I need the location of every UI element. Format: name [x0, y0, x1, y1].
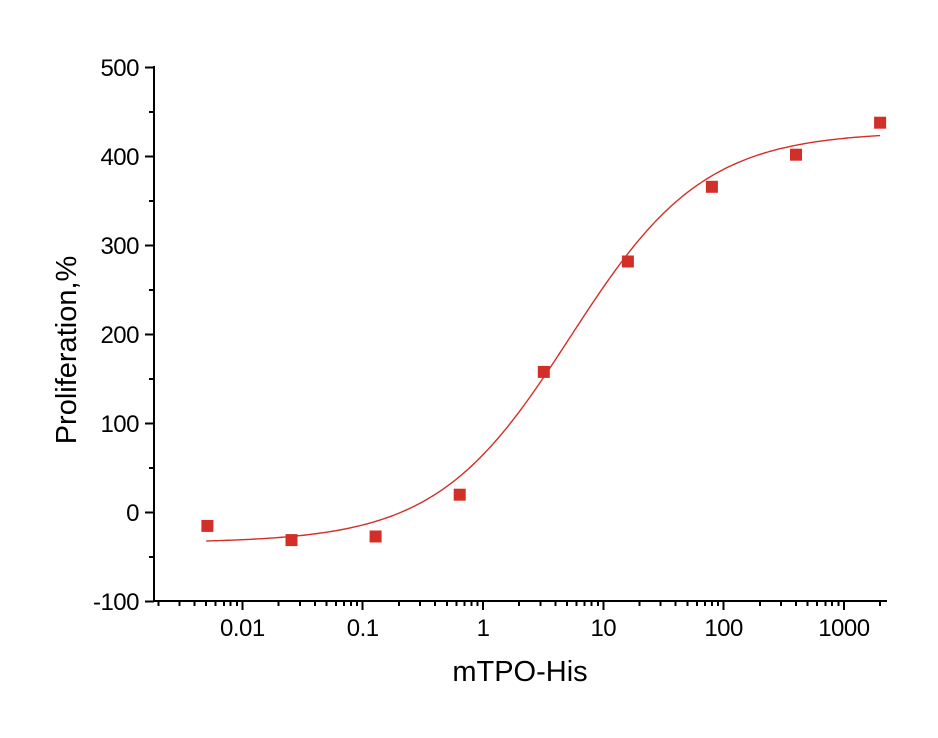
x-tick-label: 10 — [590, 615, 616, 642]
data-point — [285, 534, 298, 547]
data-points — [201, 116, 887, 547]
data-point — [621, 255, 634, 268]
data-point — [369, 530, 382, 543]
axis-ticks — [145, 66, 882, 610]
data-point — [705, 180, 718, 193]
x-axis-title: mTPO-His — [452, 656, 587, 688]
y-tick-label: 400 — [100, 144, 139, 171]
y-tick-label: 300 — [100, 233, 139, 260]
data-point — [874, 116, 887, 129]
y-tick-label: 0 — [126, 500, 139, 527]
y-tick-label: 100 — [100, 411, 139, 438]
fit-curve — [206, 134, 881, 542]
data-point — [201, 519, 214, 532]
x-tick-label: 100 — [704, 615, 743, 642]
x-tick-label: 0.1 — [347, 615, 379, 642]
x-tick-label: 1 — [477, 615, 490, 642]
data-point — [453, 488, 466, 501]
axis-lines — [153, 66, 887, 602]
data-point — [790, 148, 802, 161]
x-tick-label: 1000 — [818, 615, 870, 642]
y-tick-label: 200 — [100, 322, 139, 349]
y-tick-label: -100 — [93, 589, 139, 616]
y-axis-title: Proliferation,% — [51, 256, 83, 445]
y-tick-label: 500 — [100, 55, 139, 82]
data-point — [537, 365, 550, 378]
axis-tick-labels: -100 0 100 200 300 400 500 0.01 0.1 1 10 100 1000 — [93, 55, 870, 642]
x-tick-label: 0.01 — [220, 615, 265, 642]
